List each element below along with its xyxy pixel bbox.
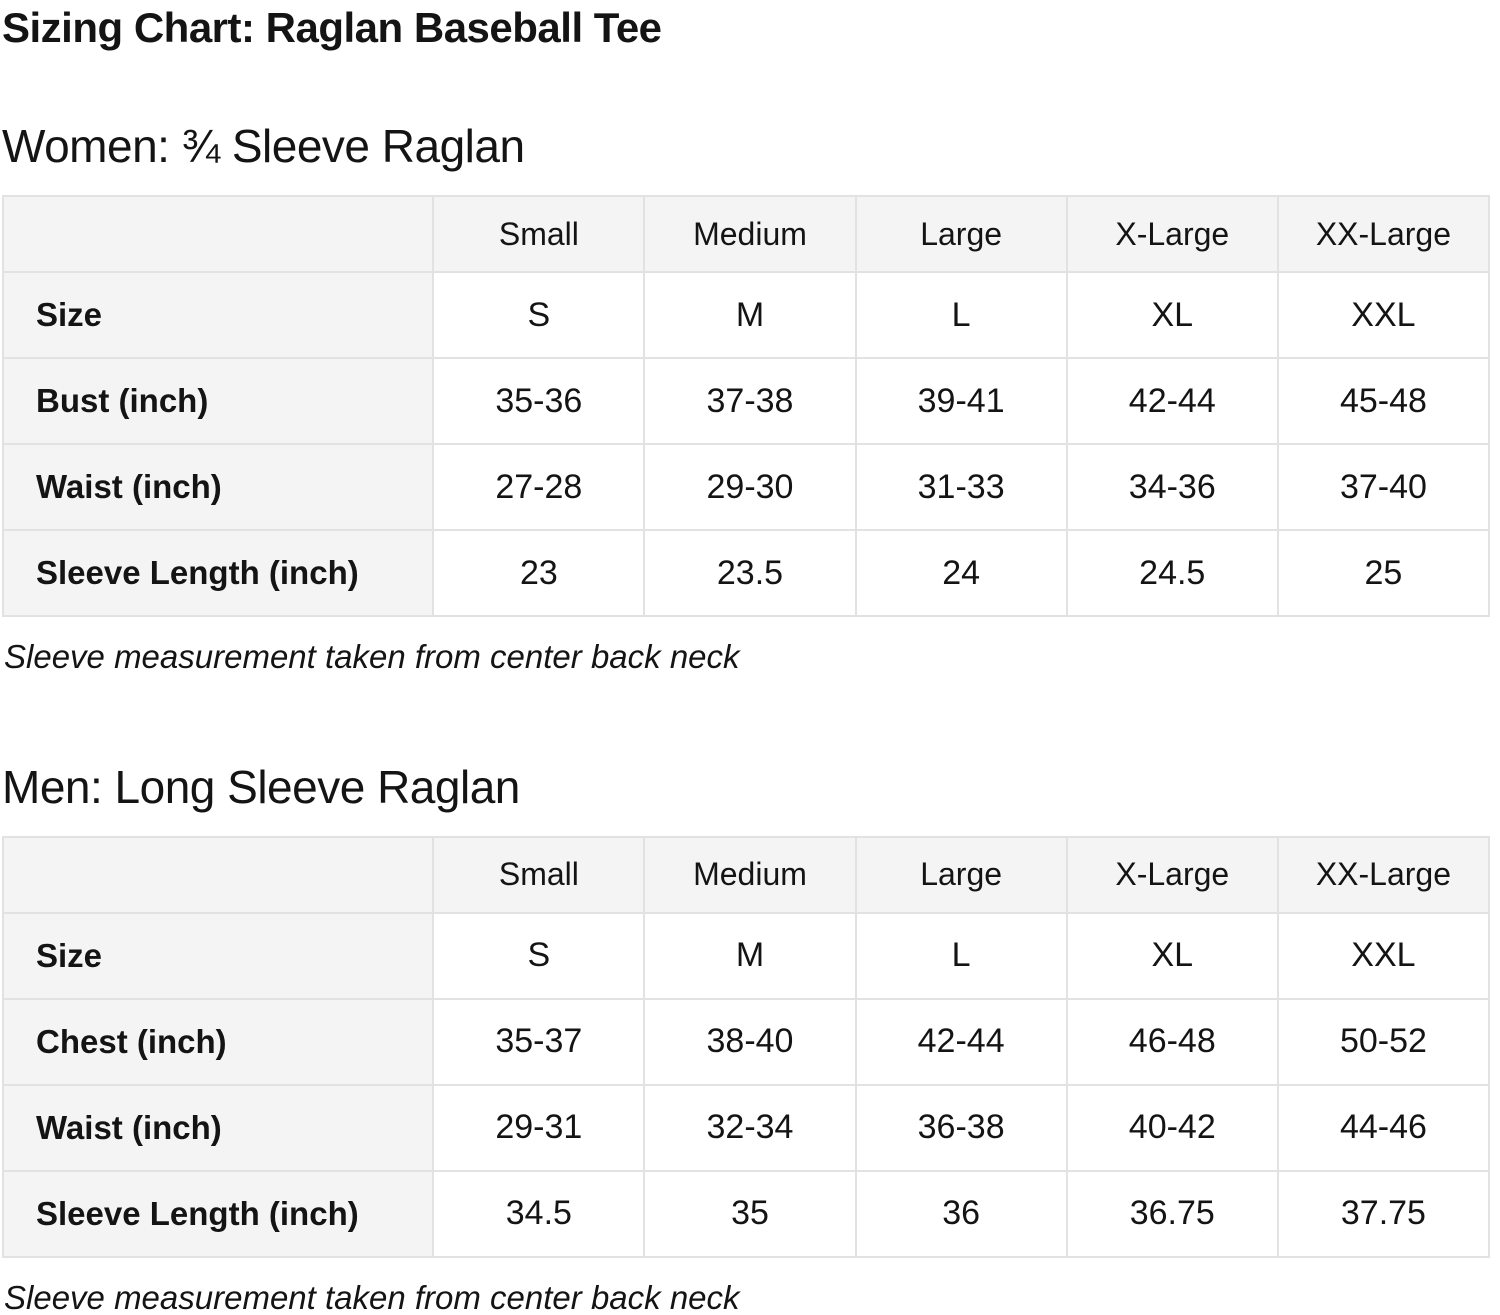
data-cell: XL	[1065, 271, 1279, 360]
data-cell: L	[854, 271, 1068, 360]
data-cell: 36	[854, 1169, 1068, 1258]
header-cell-xlarge: X-Large	[1065, 835, 1279, 914]
data-cell: 40-42	[1065, 1083, 1279, 1172]
women-size-row: Size S M L XL XXL	[1, 271, 1491, 360]
data-cell: 23	[432, 529, 646, 618]
men-sleeve-note: Sleeve measurement taken from center bac…	[4, 1278, 740, 1315]
data-cell: 31-33	[854, 443, 1068, 532]
row-label-waist: Waist (inch)	[1, 1083, 435, 1172]
data-cell: M	[643, 271, 857, 360]
header-cell-empty	[1, 195, 435, 274]
women-bust-row: Bust (inch) 35-36 37-38 39-41 42-44 45-4…	[1, 357, 1491, 446]
data-cell: 32-34	[643, 1083, 857, 1172]
women-waist-row: Waist (inch) 27-28 29-30 31-33 34-36 37-…	[1, 443, 1491, 532]
header-cell-xlarge: X-Large	[1065, 195, 1279, 274]
data-cell: 36.75	[1065, 1169, 1279, 1258]
data-cell: XXL	[1276, 271, 1491, 360]
data-cell: 35-36	[432, 357, 646, 446]
header-cell-medium: Medium	[643, 835, 857, 914]
data-cell: 42-44	[1065, 357, 1279, 446]
data-cell: 35	[643, 1169, 857, 1258]
data-cell: 38-40	[643, 997, 857, 1086]
header-cell-xxlarge: XX-Large	[1276, 195, 1491, 274]
row-label-chest: Chest (inch)	[1, 997, 435, 1086]
men-sizing-table: Small Medium Large X-Large XX-Large Size…	[1, 835, 1491, 1258]
men-waist-row: Waist (inch) 29-31 32-34 36-38 40-42 44-…	[1, 1083, 1491, 1172]
data-cell: L	[854, 911, 1068, 1000]
header-cell-xxlarge: XX-Large	[1276, 835, 1491, 914]
data-cell: XXL	[1276, 911, 1491, 1000]
women-section: Women: ¾ Sleeve Raglan Small Medium Larg…	[1, 120, 1492, 676]
data-cell: M	[643, 911, 857, 1000]
header-cell-small: Small	[432, 195, 646, 274]
men-size-row: Size S M L XL XXL	[1, 911, 1491, 1000]
data-cell: S	[432, 271, 646, 360]
data-cell: 24.5	[1065, 529, 1279, 618]
row-label-waist: Waist (inch)	[1, 443, 435, 532]
row-label-size: Size	[1, 911, 435, 1000]
men-section-heading: Men: Long Sleeve Raglan	[2, 760, 520, 813]
data-cell: 37.75	[1276, 1169, 1491, 1258]
row-label-size: Size	[1, 271, 435, 360]
men-sleeve-row: Sleeve Length (inch) 34.5 35 36 36.75 37…	[1, 1169, 1491, 1258]
data-cell: 29-31	[432, 1083, 646, 1172]
men-section: Men: Long Sleeve Raglan Small Medium Lar…	[1, 760, 1492, 1315]
header-cell-medium: Medium	[643, 195, 857, 274]
header-cell-empty	[1, 835, 435, 914]
women-sizing-table: Small Medium Large X-Large XX-Large Size…	[1, 195, 1491, 618]
women-sleeve-note: Sleeve measurement taken from center bac…	[4, 638, 740, 676]
data-cell: 34.5	[432, 1169, 646, 1258]
header-cell-small: Small	[432, 835, 646, 914]
data-cell: 23.5	[643, 529, 857, 618]
data-cell: 50-52	[1276, 997, 1491, 1086]
data-cell: S	[432, 911, 646, 1000]
data-cell: 24	[854, 529, 1068, 618]
data-cell: 35-37	[432, 997, 646, 1086]
women-header-row: Small Medium Large X-Large XX-Large	[1, 195, 1491, 274]
data-cell: 37-40	[1276, 443, 1491, 532]
data-cell: XL	[1065, 911, 1279, 1000]
page-title: Sizing Chart: Raglan Baseball Tee	[2, 4, 662, 51]
data-cell: 42-44	[854, 997, 1068, 1086]
data-cell: 37-38	[643, 357, 857, 446]
data-cell: 34-36	[1065, 443, 1279, 532]
data-cell: 25	[1276, 529, 1491, 618]
row-label-sleeve-length: Sleeve Length (inch)	[1, 529, 435, 618]
women-section-heading: Women: ¾ Sleeve Raglan	[2, 120, 525, 173]
row-label-bust: Bust (inch)	[1, 357, 435, 446]
data-cell: 45-48	[1276, 357, 1491, 446]
men-chest-row: Chest (inch) 35-37 38-40 42-44 46-48 50-…	[1, 997, 1491, 1086]
women-sleeve-row: Sleeve Length (inch) 23 23.5 24 24.5 25	[1, 529, 1491, 618]
data-cell: 29-30	[643, 443, 857, 532]
row-label-sleeve-length: Sleeve Length (inch)	[1, 1169, 435, 1258]
header-cell-large: Large	[854, 195, 1068, 274]
data-cell: 46-48	[1065, 997, 1279, 1086]
data-cell: 27-28	[432, 443, 646, 532]
men-header-row: Small Medium Large X-Large XX-Large	[1, 835, 1491, 914]
data-cell: 44-46	[1276, 1083, 1491, 1172]
data-cell: 39-41	[854, 357, 1068, 446]
data-cell: 36-38	[854, 1083, 1068, 1172]
header-cell-large: Large	[854, 835, 1068, 914]
